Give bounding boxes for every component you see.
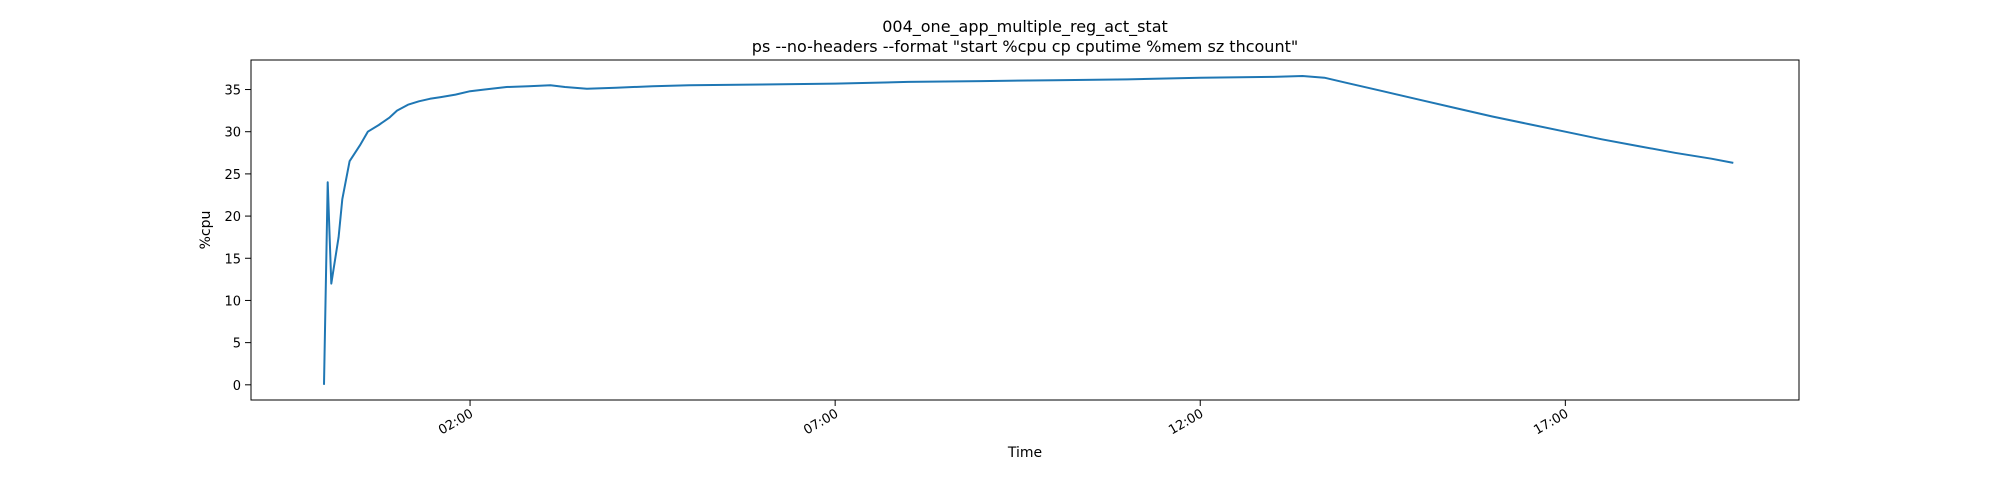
x-tick-label: 12:00 <box>1166 406 1206 438</box>
plot-frame <box>250 59 1800 401</box>
chart-title: 004_one_app_multiple_reg_act_stat <box>882 17 1168 37</box>
x-axis: 02:00 07:00 12:00 17:00 <box>436 400 1571 438</box>
y-tick-label: 10 <box>224 294 241 309</box>
y-axis-label: %cpu <box>198 211 214 250</box>
x-tick-label: 02:00 <box>436 406 476 438</box>
y-tick-label: 15 <box>224 252 241 267</box>
y-axis: 0 5 10 15 20 25 30 35 <box>224 84 251 394</box>
x-axis-label: Time <box>1007 445 1042 461</box>
chart-subtitle: ps --no-headers --format "start %cpu cp … <box>752 37 1298 56</box>
y-tick-label: 5 <box>233 337 241 352</box>
x-tick-label: 17:00 <box>1531 406 1571 438</box>
y-tick-label: 20 <box>224 210 241 225</box>
x-tick-label: 07:00 <box>801 406 841 438</box>
y-tick-label: 30 <box>224 126 241 141</box>
y-tick-label: 25 <box>224 168 241 183</box>
cpu-series-line <box>323 75 1734 385</box>
y-tick-label: 35 <box>224 84 241 99</box>
y-tick-label: 0 <box>233 379 241 394</box>
